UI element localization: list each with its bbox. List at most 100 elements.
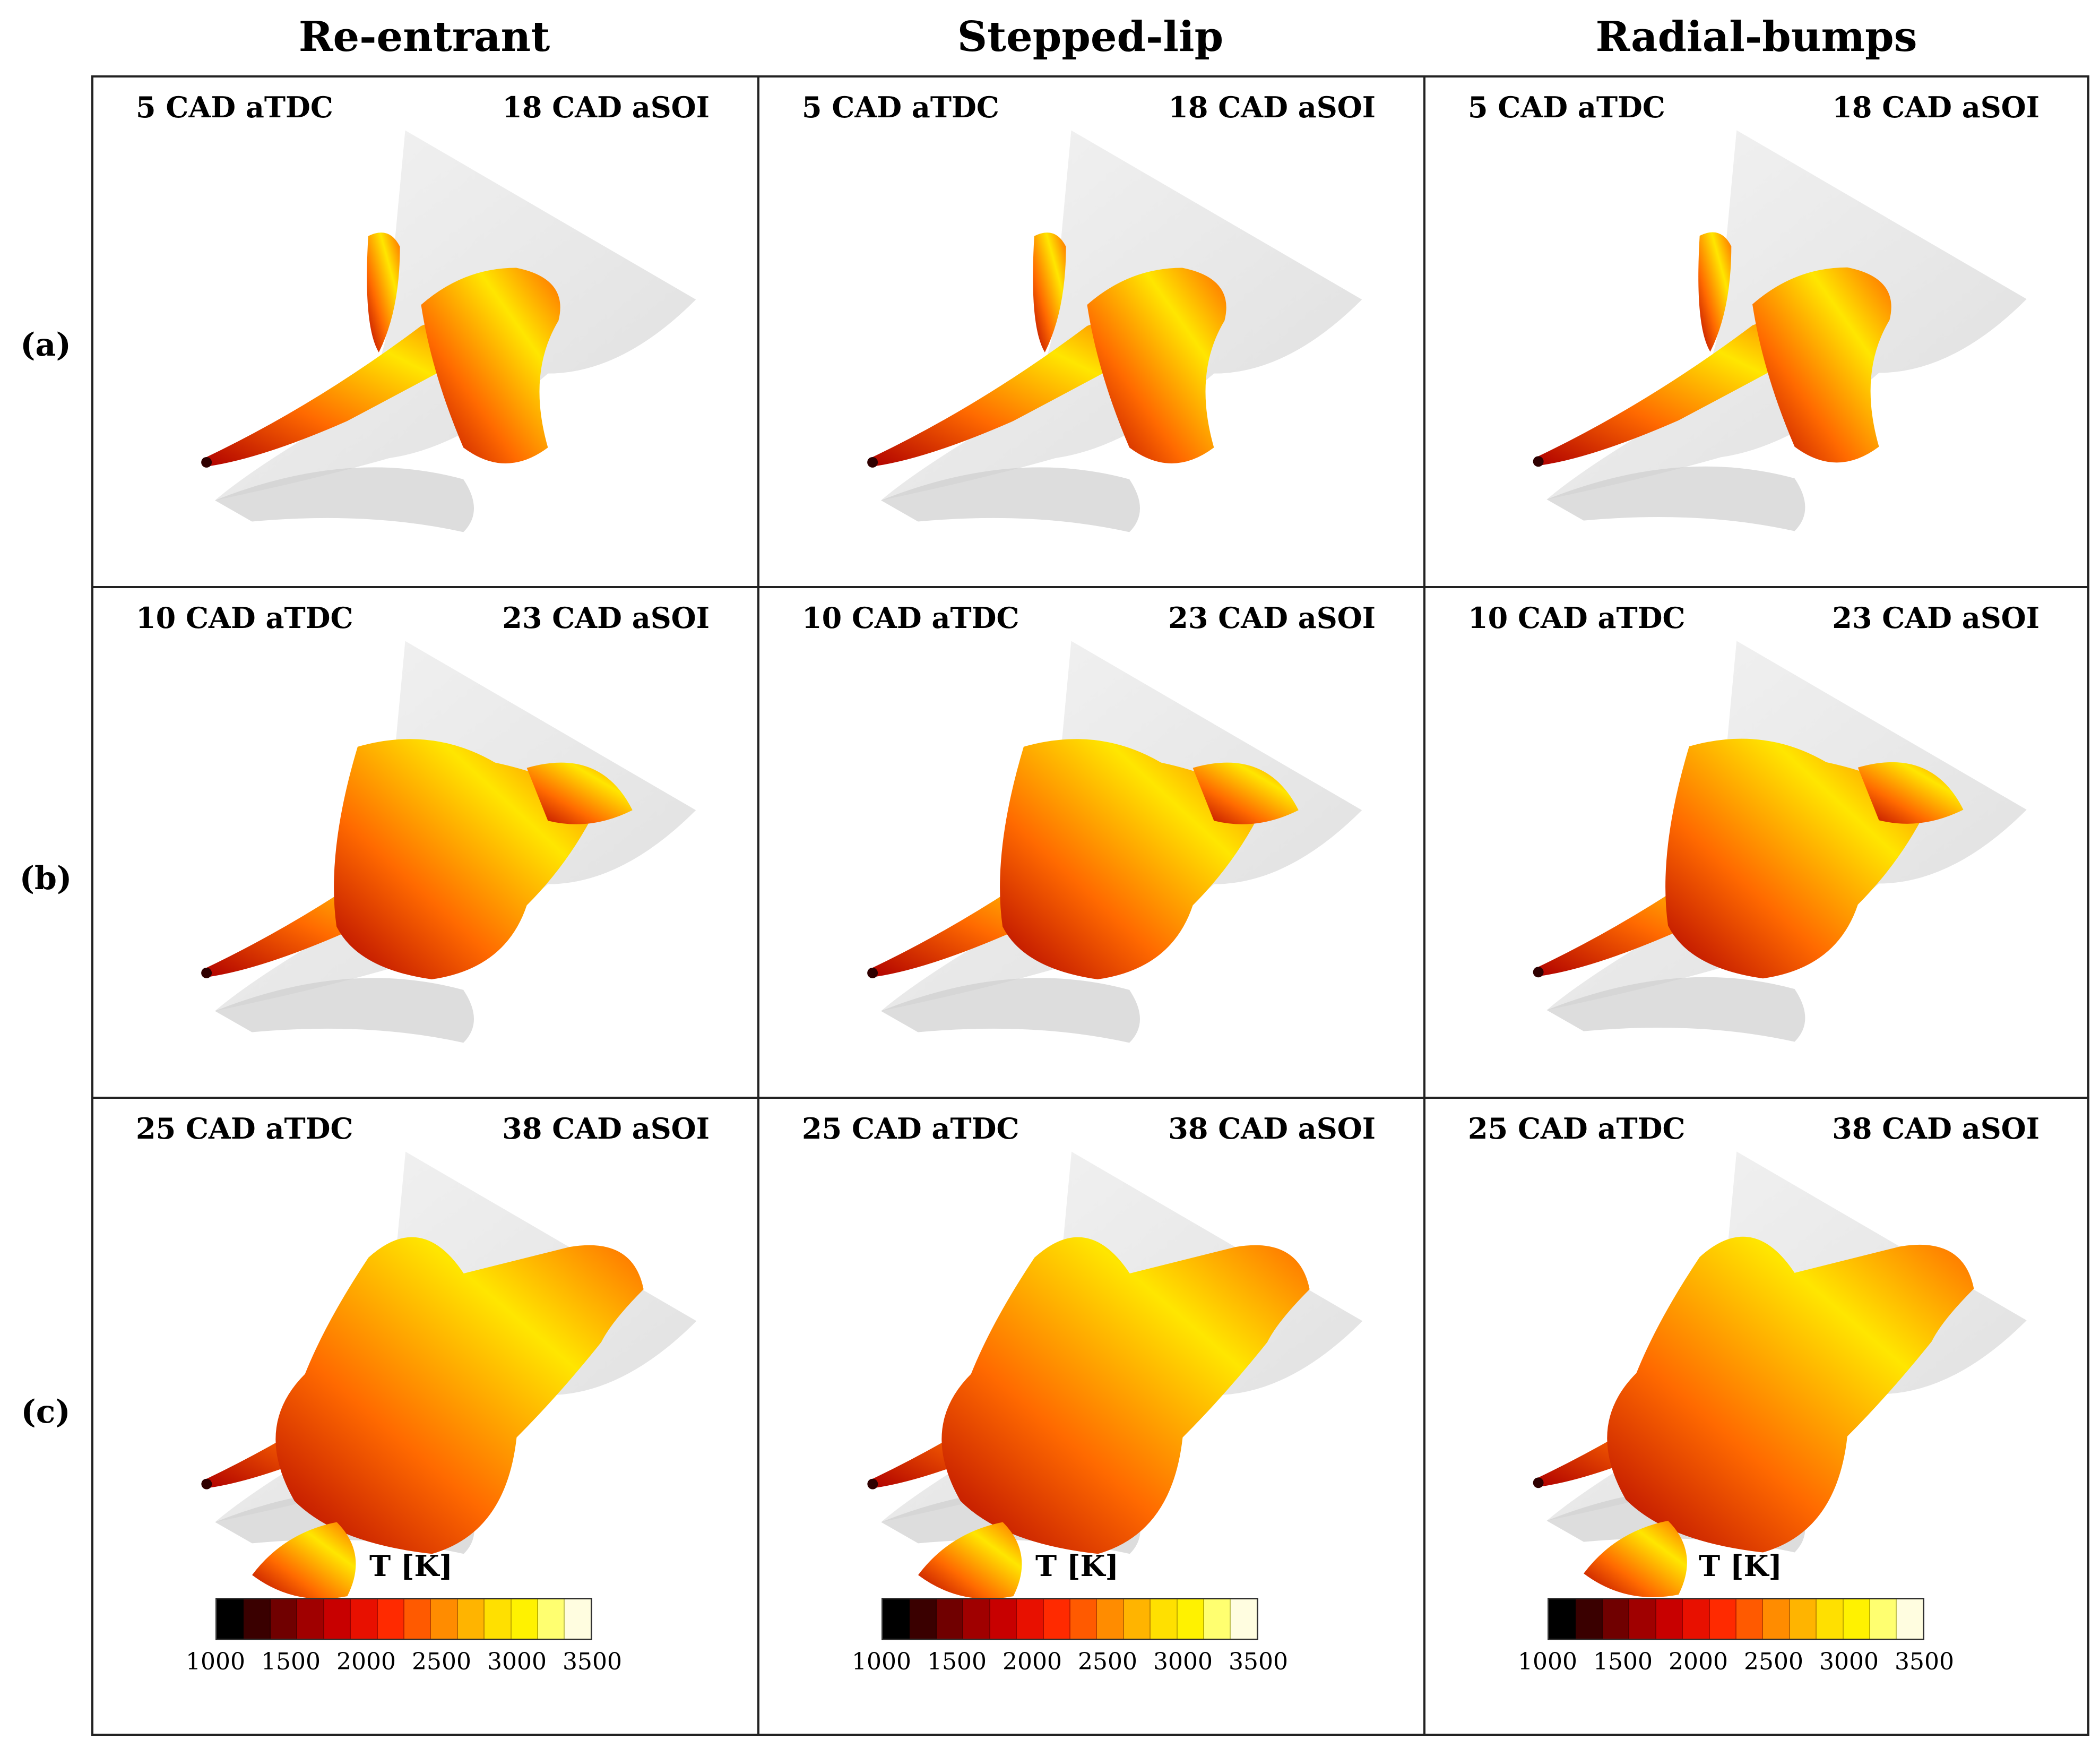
colorbar-swatch <box>511 1599 539 1639</box>
flame-isosurface-render <box>1533 130 2027 531</box>
colorbar-swatch <box>1683 1599 1710 1639</box>
colorbar-swatch <box>1070 1599 1097 1639</box>
colorbar-swatch <box>1763 1599 1790 1639</box>
colorbar-swatch <box>1124 1599 1151 1639</box>
colorbar-swatch <box>404 1599 431 1639</box>
colorbar-swatch <box>297 1599 324 1639</box>
colorbar-swatch <box>1204 1599 1231 1639</box>
row-label-b: (b) <box>19 860 72 897</box>
colorbar-swatch <box>1231 1599 1257 1639</box>
colorbar-swatch <box>1576 1599 1603 1639</box>
colorbar-swatch <box>217 1599 244 1639</box>
colorbar-tick-label: 1500 <box>1593 1648 1653 1675</box>
colorbar-swatch <box>324 1599 351 1639</box>
timing-label-aSOI: 38 CAD aSOI <box>1168 1112 1376 1146</box>
timing-label-aSOI: 23 CAD aSOI <box>1168 601 1376 635</box>
colorbar-swatch <box>377 1599 404 1639</box>
colorbar-swatch <box>538 1599 565 1639</box>
colorbar-swatch <box>1177 1599 1205 1639</box>
column-title-stepped-lip: Stepped-lip <box>957 13 1224 61</box>
colorbar-swatch <box>1043 1599 1070 1639</box>
panel-b-radial-bumps: 10 CAD aTDC 23 CAD aSOI <box>1425 588 2087 1099</box>
temperature-colorbar <box>215 1598 592 1640</box>
timing-label-aSOI: 38 CAD aSOI <box>1832 1112 2039 1146</box>
colorbar-swatch <box>270 1599 298 1639</box>
timing-label-aTDC: 5 CAD aTDC <box>1468 90 1665 124</box>
colorbar-tick-label: 1000 <box>1518 1648 1577 1675</box>
colorbar-title: T [K] <box>1699 1549 1783 1583</box>
colorbar-swatch <box>1843 1599 1871 1639</box>
colorbar-tick-label: 3000 <box>487 1648 547 1675</box>
timing-label-aSOI: 18 CAD aSOI <box>1832 90 2039 124</box>
colorbar-swatch <box>1602 1599 1630 1639</box>
colorbar-swatch <box>1151 1599 1178 1639</box>
colorbar-tick-label: 2000 <box>1669 1648 1728 1675</box>
row-label-a: (a) <box>20 326 71 364</box>
timing-label-aTDC: 5 CAD aTDC <box>802 90 999 124</box>
flame-isosurface-render <box>867 641 1362 1043</box>
colorbar-swatch <box>936 1599 964 1639</box>
panel-c-stepped-lip: 25 CAD aTDC 38 CAD aSOI T [K] 1000 1500 2000 2… <box>759 1099 1425 1734</box>
panel-a-stepped-lip: 5 CAD aTDC 18 CAD aSOI <box>759 78 1425 588</box>
colorbar-tick-label: 3000 <box>1153 1648 1213 1675</box>
colorbar-swatch <box>910 1599 937 1639</box>
colorbar-tick-label: 1500 <box>261 1648 321 1675</box>
colorbar-tick-label: 2000 <box>336 1648 396 1675</box>
timing-label-aSOI: 23 CAD aSOI <box>1832 601 2039 635</box>
colorbar-swatch <box>1097 1599 1124 1639</box>
timing-label-aTDC: 25 CAD aTDC <box>1468 1112 1686 1146</box>
colorbar-tick-label: 2500 <box>1078 1648 1137 1675</box>
colorbar-swatch <box>351 1599 378 1639</box>
panel-c-radial-bumps: 25 CAD aTDC 38 CAD aSOI T [K] 1000 1500 2000 2… <box>1425 1099 2087 1734</box>
temperature-colorbar <box>882 1598 1258 1640</box>
colorbar-swatch <box>1017 1599 1044 1639</box>
flame-isosurface-render <box>867 1151 1363 1599</box>
colorbar-swatch <box>431 1599 458 1639</box>
colorbar-tick-label: 1000 <box>852 1648 911 1675</box>
colorbar-swatch <box>485 1599 512 1639</box>
timing-label-aSOI: 38 CAD aSOI <box>502 1112 710 1146</box>
colorbar-swatch <box>565 1599 591 1639</box>
colorbar-tick-label: 3000 <box>1819 1648 1879 1675</box>
colorbar-swatch <box>244 1599 271 1639</box>
timing-label-aTDC: 5 CAD aTDC <box>136 90 333 124</box>
flame-isosurface-render <box>1533 641 2027 1042</box>
flame-isosurface-render <box>201 130 696 532</box>
colorbar-swatch <box>1549 1599 1576 1639</box>
colorbar-swatch <box>990 1599 1017 1639</box>
column-title-re-entrant: Re-entrant <box>298 13 550 61</box>
flame-isosurface-render <box>201 1151 697 1599</box>
colorbar-title: T [K] <box>369 1549 453 1583</box>
colorbar-swatch <box>1817 1599 1844 1639</box>
timing-label-aTDC: 10 CAD aTDC <box>136 601 353 635</box>
panel-b-stepped-lip: 10 CAD aTDC 23 CAD aSOI <box>759 588 1425 1099</box>
timing-label-aSOI: 18 CAD aSOI <box>1168 90 1376 124</box>
flame-isosurface-render <box>867 130 1362 532</box>
colorbar-swatch <box>1870 1599 1897 1639</box>
timing-label-aTDC: 10 CAD aTDC <box>1468 601 1686 635</box>
colorbar-tick-label: 2500 <box>412 1648 471 1675</box>
panel-b-re-entrant: 10 CAD aTDC 23 CAD aSOI <box>93 588 759 1099</box>
colorbar-tick-label: 2500 <box>1744 1648 1803 1675</box>
colorbar-swatch <box>1709 1599 1736 1639</box>
timing-label-aTDC: 25 CAD aTDC <box>136 1112 353 1146</box>
flame-isosurface-render <box>1533 1151 2027 1597</box>
colorbar-swatch <box>963 1599 990 1639</box>
temperature-colorbar <box>1548 1598 1924 1640</box>
colorbar-tick-label: 1500 <box>927 1648 987 1675</box>
timing-label-aSOI: 23 CAD aSOI <box>502 601 710 635</box>
colorbar-tick-label: 1000 <box>186 1648 245 1675</box>
timing-label-aTDC: 25 CAD aTDC <box>802 1112 1019 1146</box>
colorbar-swatch <box>1629 1599 1656 1639</box>
colorbar-title: T [K] <box>1035 1549 1119 1583</box>
flame-isosurface-render <box>201 641 696 1043</box>
colorbar-swatch <box>1897 1599 1923 1639</box>
panel-a-radial-bumps: 5 CAD aTDC 18 CAD aSOI <box>1425 78 2087 588</box>
colorbar-tick-label: 3500 <box>1229 1648 1288 1675</box>
row-label-c: (c) <box>21 1393 71 1431</box>
panel-a-re-entrant: 5 CAD aTDC 18 CAD aSOI <box>93 78 759 588</box>
colorbar-tick-label: 3500 <box>563 1648 622 1675</box>
colorbar-swatch <box>1656 1599 1683 1639</box>
colorbar-swatch <box>457 1599 485 1639</box>
colorbar-swatch <box>883 1599 910 1639</box>
